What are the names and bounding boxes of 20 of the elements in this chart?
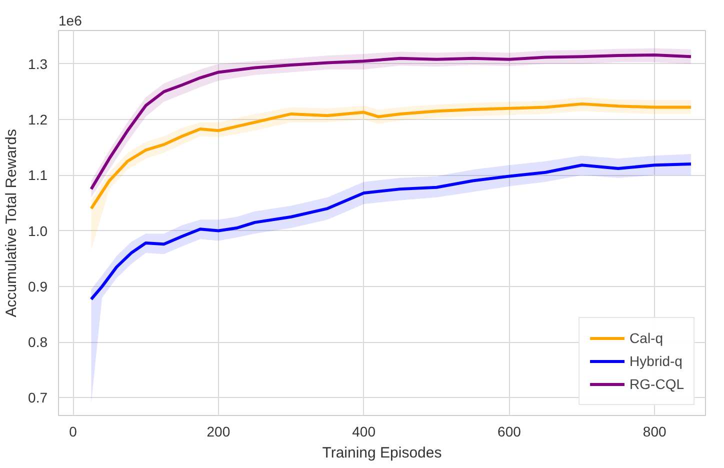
x-tick-label: 200 (206, 424, 230, 440)
y-tick-label: 0.9 (28, 278, 48, 294)
y-tick-label: 1.2 (28, 112, 48, 128)
legend-label: Hybrid-q (630, 353, 682, 369)
x-tick-label: 400 (352, 424, 376, 440)
x-tick-label: 600 (498, 424, 522, 440)
x-axis-title: Training Episodes (322, 444, 442, 462)
y-tick-label: 1.0 (28, 222, 48, 239)
y-tick-label: 1.1 (28, 167, 48, 184)
text: 1e6 (58, 12, 82, 28)
legend-label: Cal-q (630, 330, 664, 346)
y-axis-title: Accumulative Total Rewards (3, 129, 20, 318)
x-tick-label: 800 (642, 424, 667, 440)
y-tick-label: 0.8 (28, 334, 48, 350)
y-tick-label: 1.3 (28, 56, 48, 72)
x-tick-label: 0 (69, 424, 78, 440)
y-tick-label: 0.7 (28, 390, 48, 406)
legend-label: RG-CQL (630, 376, 684, 392)
line-series (90, 102, 692, 210)
line-series (90, 162, 692, 301)
